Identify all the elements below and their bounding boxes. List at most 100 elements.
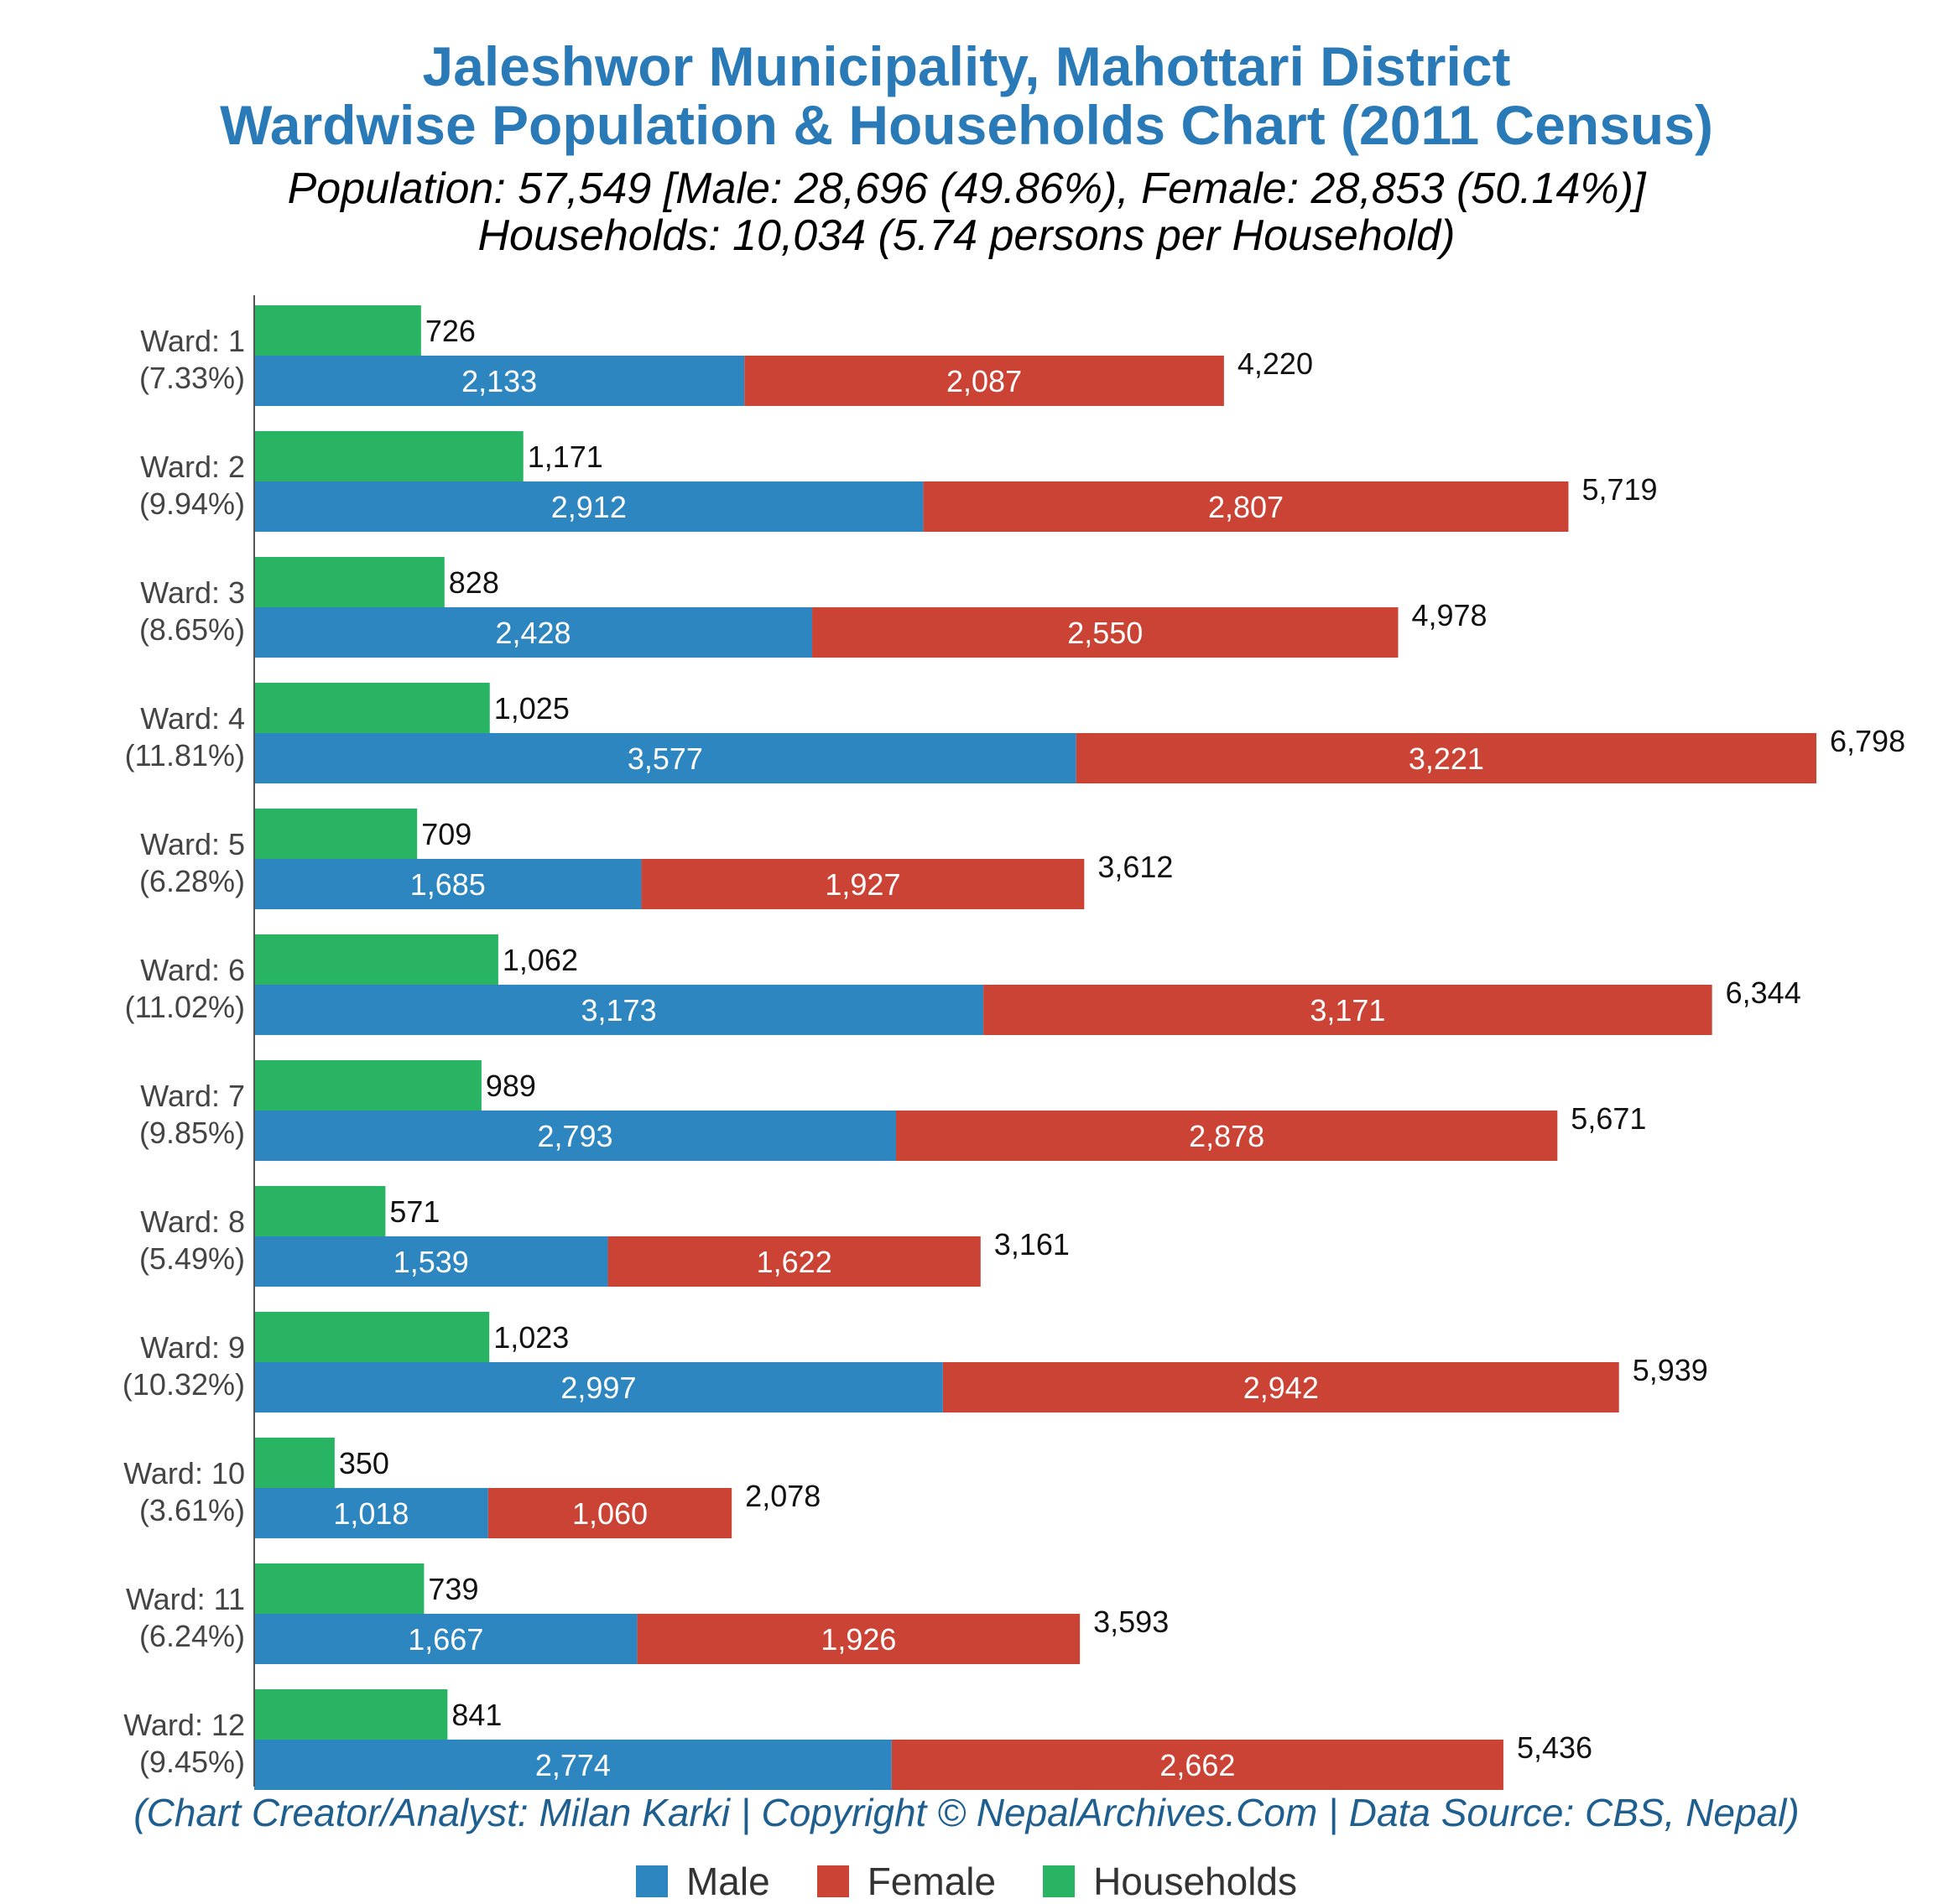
chart-title-line-2: Wardwise Population & Households Chart (…: [220, 94, 1713, 156]
female-value-label: 1,927: [825, 867, 900, 902]
female-value-label: 3,171: [1310, 993, 1385, 1027]
female-value-label: 2,807: [1208, 490, 1284, 524]
ward-label: Ward: 7: [140, 1079, 245, 1113]
ward-label: Ward: 10: [123, 1456, 245, 1490]
ward-label: Ward: 2: [140, 450, 245, 484]
households-bar: [254, 934, 498, 985]
households-value-label: 739: [428, 1572, 478, 1606]
households-bar: [254, 1060, 482, 1111]
households-value-label: 828: [449, 565, 499, 600]
ward-share-label: (11.81%): [125, 738, 245, 773]
total-value-label: 2,078: [745, 1479, 821, 1513]
female-bar: [744, 356, 1224, 406]
ward-share-label: (6.24%): [139, 1619, 245, 1653]
ward-share-label: (5.49%): [139, 1241, 245, 1276]
female-bar: [923, 481, 1569, 532]
households-bar: [254, 1186, 386, 1236]
households-bar: [254, 1563, 425, 1614]
female-bar: [641, 859, 1085, 909]
legend-label-male: Male: [685, 1860, 770, 1903]
female-bar: [1076, 733, 1816, 783]
female-value-label: 1,060: [572, 1496, 648, 1531]
households-bar: [254, 431, 524, 481]
male-value-label: 3,577: [628, 741, 703, 776]
female-value-label: 2,550: [1067, 616, 1143, 650]
households-value-label: 1,171: [528, 440, 603, 474]
households-bar: [254, 683, 490, 733]
households-bar: [254, 809, 418, 859]
total-value-label: 5,939: [1633, 1353, 1708, 1387]
ward-share-label: (7.33%): [139, 361, 245, 395]
legend: Male Female Households: [0, 1860, 1933, 1903]
ward-share-label: (6.28%): [139, 864, 245, 898]
ward-label: Ward: 9: [140, 1330, 245, 1365]
legend-item-households: Households: [1043, 1860, 1297, 1903]
ward-label: Ward: 4: [140, 701, 245, 736]
female-bar: [812, 607, 1399, 658]
total-value-label: 3,593: [1093, 1605, 1169, 1639]
total-value-label: 4,220: [1237, 346, 1313, 381]
ward-label: Ward: 6: [140, 953, 245, 987]
male-value-label: 2,774: [535, 1748, 611, 1782]
male-value-label: 2,133: [461, 364, 537, 398]
ward-label: Ward: 11: [126, 1582, 245, 1616]
total-value-label: 5,719: [1581, 472, 1657, 507]
female-value-label: 3,221: [1409, 741, 1484, 776]
male-bar: [254, 1740, 892, 1790]
ward-share-label: (8.65%): [139, 612, 245, 647]
households-bar: [254, 305, 421, 356]
total-value-label: 5,671: [1571, 1101, 1646, 1136]
ward-label: Ward: 3: [140, 575, 245, 610]
ward-share-label: (9.85%): [139, 1116, 245, 1150]
male-value-label: 1,539: [393, 1245, 469, 1279]
total-value-label: 5,436: [1517, 1730, 1592, 1765]
male-bar: [254, 1488, 488, 1538]
households-value-label: 350: [339, 1446, 389, 1480]
male-bar: [254, 859, 642, 909]
households-bar: [254, 1438, 335, 1488]
ward-share-label: (3.61%): [139, 1493, 245, 1527]
households-value-label: 841: [451, 1698, 502, 1732]
total-value-label: 3,612: [1097, 850, 1173, 884]
ward-share-label: (11.02%): [125, 990, 245, 1024]
households-value-label: 989: [486, 1069, 536, 1103]
male-bar: [254, 733, 1076, 783]
legend-swatch-households: [1043, 1865, 1076, 1897]
households-value-label: 726: [425, 314, 476, 348]
households-value-label: 1,023: [493, 1320, 569, 1355]
female-bar: [607, 1236, 981, 1287]
legend-item-female: Female: [816, 1860, 996, 1903]
total-value-label: 3,161: [994, 1227, 1070, 1262]
male-value-label: 1,685: [410, 867, 486, 902]
chart-title-line-1: Jaleshwor Municipality, Mahottari Distri…: [422, 35, 1511, 97]
female-value-label: 2,878: [1189, 1119, 1264, 1153]
female-value-label: 1,926: [821, 1622, 896, 1657]
male-bar: [254, 1614, 638, 1664]
female-value-label: 2,087: [946, 364, 1022, 398]
ward-label: Ward: 5: [140, 827, 245, 861]
households-value-label: 1,062: [503, 943, 578, 977]
ward-label: Ward: 1: [140, 324, 245, 358]
legend-swatch-male: [635, 1865, 668, 1897]
legend-swatch-female: [816, 1865, 849, 1897]
ward-share-label: (9.94%): [139, 486, 245, 521]
chart-credit: (Chart Creator/Analyst: Milan Karki | Co…: [133, 1791, 1800, 1834]
female-value-label: 1,622: [757, 1245, 832, 1279]
male-value-label: 2,912: [551, 490, 627, 524]
female-value-label: 2,662: [1159, 1748, 1235, 1782]
female-bar: [891, 1740, 1503, 1790]
ward-share-label: (10.32%): [122, 1367, 245, 1402]
households-summary: Households: 10,034 (5.74 persons per Hou…: [477, 211, 1456, 260]
households-bar: [254, 557, 445, 607]
female-bar: [983, 985, 1712, 1035]
male-value-label: 1,018: [333, 1496, 409, 1531]
male-value-label: 1,667: [408, 1622, 483, 1657]
legend-item-male: Male: [635, 1860, 770, 1903]
female-bar: [637, 1614, 1081, 1664]
households-value-label: 571: [389, 1194, 440, 1229]
households-bar: [254, 1689, 448, 1740]
population-summary: Population: 57,549 [Male: 28,696 (49.86%…: [287, 164, 1646, 213]
ward-label: Ward: 8: [140, 1204, 245, 1239]
male-value-label: 2,428: [495, 616, 571, 650]
